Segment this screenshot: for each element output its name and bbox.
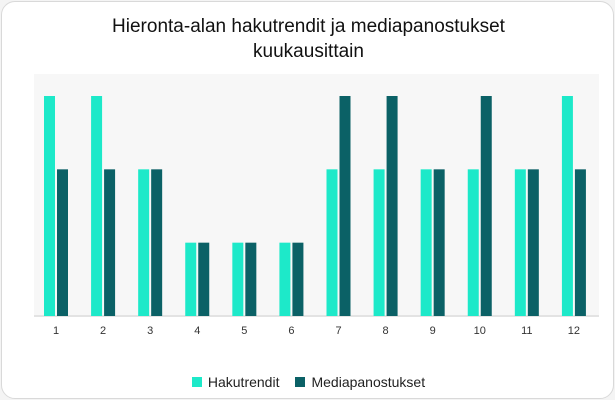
chart-title-line-2: kuukausittain [253, 41, 364, 62]
x-tick-label-3: 3 [147, 325, 153, 337]
legend: Hakutrendit Mediapanostukset [2, 374, 615, 390]
bar-mediapanostukset-2[interactable] [104, 169, 116, 316]
bar-mediapanostukset-10[interactable] [480, 96, 492, 316]
bar-hakutrendit-3[interactable] [138, 169, 150, 316]
x-tick-label-8: 8 [383, 325, 389, 337]
legend-item-mediapanostukset[interactable]: Mediapanostukset [295, 374, 425, 390]
legend-label-mediapanostukset: Mediapanostukset [311, 374, 426, 390]
bar-hakutrendit-8[interactable] [373, 169, 385, 316]
x-tick-label-10: 10 [474, 325, 486, 337]
bar-mediapanostukset-12[interactable] [574, 169, 586, 316]
bar-hakutrendit-12[interactable] [561, 96, 573, 316]
bar-hakutrendit-7[interactable] [326, 169, 338, 316]
plot-area-background [34, 74, 599, 317]
x-tick-label-11: 11 [521, 325, 532, 337]
bars-group [44, 96, 586, 316]
legend-item-hakutrendit[interactable]: Hakutrendit [191, 374, 280, 390]
bar-hakutrendit-5[interactable] [232, 242, 244, 316]
bar-mediapanostukset-7[interactable] [339, 96, 351, 316]
bar-mediapanostukset-9[interactable] [433, 169, 445, 316]
legend-label-hakutrendit: Hakutrendit [207, 374, 280, 390]
chart-title: Hieronta-alan hakutrendit ja mediapanost… [2, 14, 615, 64]
bar-mediapanostukset-4[interactable] [198, 242, 210, 316]
x-tick-labels-group: 1 2 3 4 5 6 7 8 9 10 11 12 [53, 325, 580, 337]
bar-hakutrendit-11[interactable] [514, 169, 526, 316]
bar-hakutrendit-4[interactable] [185, 242, 197, 316]
x-tick-label-6: 6 [288, 325, 294, 337]
bar-mediapanostukset-3[interactable] [151, 169, 163, 316]
x-tick-label-1: 1 [53, 325, 59, 337]
bar-hakutrendit-1[interactable] [44, 96, 55, 316]
bar-hakutrendit-9[interactable] [420, 169, 432, 316]
bar-mediapanostukset-1[interactable] [57, 169, 68, 316]
chart-title-line-1: Hieronta-alan hakutrendit ja mediapanost… [112, 16, 505, 37]
x-tick-label-9: 9 [430, 325, 436, 337]
bar-hakutrendit-10[interactable] [467, 169, 479, 316]
x-tick-label-12: 12 [568, 325, 580, 337]
x-tick-label-2: 2 [100, 325, 106, 337]
bar-mediapanostukset-6[interactable] [292, 242, 304, 316]
bar-hakutrendit-6[interactable] [279, 242, 291, 316]
bar-mediapanostukset-5[interactable] [245, 242, 257, 316]
bar-hakutrendit-2[interactable] [91, 96, 103, 316]
bar-mediapanostukset-8[interactable] [386, 96, 398, 316]
x-tick-label-5: 5 [241, 325, 247, 337]
x-tick-label-7: 7 [335, 325, 341, 337]
bar-mediapanostukset-11[interactable] [527, 169, 539, 316]
x-tick-label-4: 4 [194, 325, 200, 337]
legend-swatch-hakutrendit [191, 377, 202, 387]
legend-swatch-mediapanostukset [295, 377, 306, 387]
